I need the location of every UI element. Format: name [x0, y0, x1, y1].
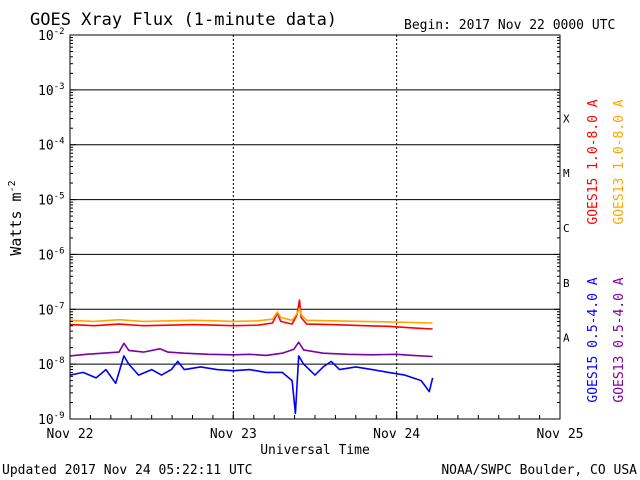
series-line-0 — [69, 299, 433, 330]
flare-class-labels: A B C M X — [563, 112, 570, 344]
x-tick-label-0: Nov 22 — [47, 427, 94, 442]
x-axis-label: Universal Time — [260, 443, 370, 458]
y-tick-label-7: 10-2 — [38, 27, 65, 44]
plot-frame — [69, 34, 561, 420]
begin-label: Begin: 2017 Nov 22 0000 UTC — [404, 18, 615, 33]
x-tick-label-3: Nov 25 — [537, 427, 584, 442]
flare-class-x: X — [563, 112, 570, 125]
y-tick-label-1: 10-8 — [38, 356, 65, 373]
flare-class-b: B — [563, 277, 570, 290]
series-line-3 — [69, 355, 434, 415]
flare-class-m: M — [563, 167, 570, 180]
y-tick-label-2: 10-7 — [38, 301, 65, 318]
y-axis-label-exponent: -2 — [7, 180, 18, 192]
updated-timestamp: Updated 2017 Nov 24 05:22:11 UTC — [2, 463, 252, 478]
chart-title: GOES Xray Flux (1-minute data) — [30, 10, 337, 30]
y-axis-ticks: 10-9 10-8 10-7 10-6 10-5 10-4 10-3 10-2 — [38, 27, 560, 428]
flare-class-c: C — [563, 222, 570, 235]
legend-label-2: GOES13 0.5-4.0 A — [612, 277, 627, 402]
y-tick-label-6: 10-3 — [38, 82, 65, 99]
legend-label-1: GOES13 1.0-8.0 A — [612, 99, 627, 224]
legend: GOES15 1.0-8.0 A GOES13 1.0-8.0 A GOES13 0… — [586, 99, 627, 402]
series-line-1 — [69, 307, 433, 324]
flare-class-a: A — [563, 332, 570, 345]
y-tick-label-3: 10-6 — [38, 246, 65, 263]
legend-label-3: GOES15 0.5-4.0 A — [586, 277, 601, 402]
x-tick-label-1: Nov 23 — [210, 427, 257, 442]
y-tick-label-0: 10-9 — [38, 411, 65, 428]
plot-grid — [70, 35, 560, 419]
x-axis-ticks: Nov 22 Nov 23 Nov 24 Nov 25 — [47, 412, 584, 442]
series-layer — [69, 299, 434, 415]
y-axis-label-text: Watts m — [7, 192, 25, 255]
series-line-2 — [69, 341, 433, 358]
y-axis-label: Watts m-2 — [7, 180, 25, 255]
legend-label-0: GOES15 1.0-8.0 A — [586, 99, 601, 224]
y-tick-label-4: 10-5 — [38, 192, 65, 209]
y-tick-label-5: 10-4 — [38, 137, 65, 154]
x-tick-label-2: Nov 24 — [373, 427, 420, 442]
credit-text: NOAA/SWPC Boulder, CO USA — [441, 463, 637, 478]
